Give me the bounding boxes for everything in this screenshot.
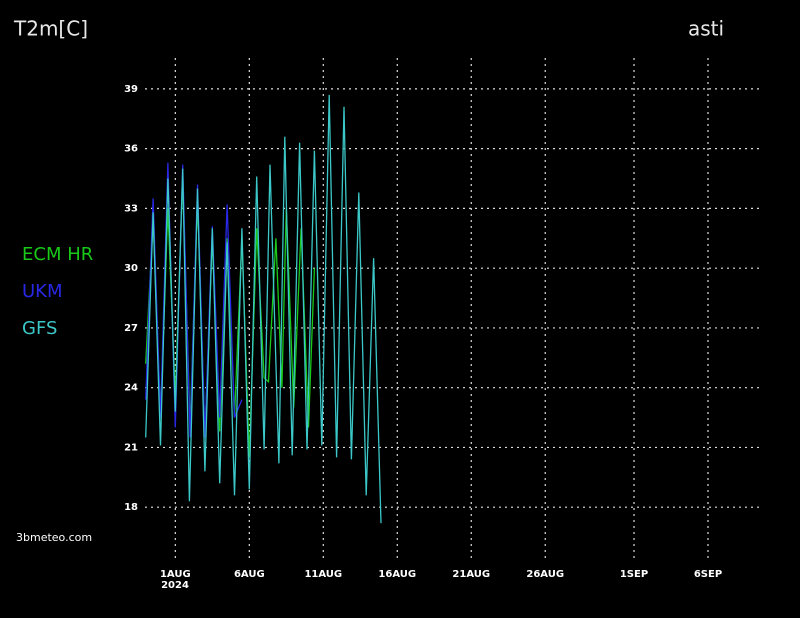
x-tick-label: 1SEP: [620, 569, 648, 580]
year-label: 2024: [161, 580, 189, 591]
x-tick-label: 16AUG: [378, 569, 416, 580]
y-tick-label: 30: [124, 263, 138, 274]
y-tick-label: 21: [124, 442, 138, 453]
y-tick-label: 39: [124, 84, 138, 95]
watermark: 3bmeteo.com: [16, 531, 92, 544]
x-tick-label: 1AUG: [160, 569, 191, 580]
legend-entry: ECM HR: [22, 244, 93, 265]
y-tick-label: 33: [124, 203, 138, 214]
x-tick-label: 21AUG: [452, 569, 490, 580]
y-tick-label: 18: [124, 502, 138, 513]
x-tick-label: 6AUG: [234, 569, 265, 580]
legend-entry: GFS: [22, 318, 57, 339]
x-tick-label: 26AUG: [526, 569, 564, 580]
location: asti: [688, 17, 724, 41]
y-tick-label: 24: [124, 383, 138, 394]
series-line: [145, 94, 382, 524]
legend-entry: UKM: [22, 281, 63, 302]
chart-title: T2m[C]: [13, 17, 88, 41]
series-line: [145, 162, 243, 438]
x-tick-label: 11AUG: [304, 569, 342, 580]
y-tick-label: 27: [124, 323, 138, 334]
x-tick-label: 6SEP: [694, 569, 722, 580]
y-tick-label: 36: [124, 144, 138, 155]
